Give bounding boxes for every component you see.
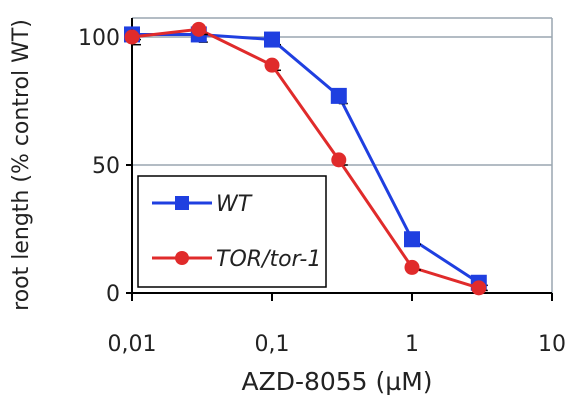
legend-tor-marker — [175, 251, 189, 265]
x-tick-label-2: 1 — [405, 332, 419, 357]
x-tick-label-0: 0,01 — [108, 332, 157, 357]
x-tick-labels: 0,01 0,1 1 10 — [108, 332, 566, 357]
series-tor-point-2 — [265, 58, 280, 73]
y-tick-labels: 0 50 100 — [78, 26, 120, 307]
y-tick-label-2: 100 — [78, 26, 120, 51]
x-tick-label-1: 0,1 — [255, 332, 290, 357]
series-tor-point-4 — [405, 260, 420, 275]
series-wt-point-3 — [331, 88, 347, 104]
x-axis-label: AZD-8055 (µM) — [241, 367, 432, 396]
series-wt-point-4 — [404, 231, 420, 247]
legend-tor-label: TOR/tor-1 — [216, 247, 321, 272]
series-wt-point-2 — [264, 32, 280, 48]
series-tor-point-5 — [471, 280, 486, 295]
y-axis-label: root length (% control WT) — [9, 19, 34, 311]
series-tor-point-0 — [125, 30, 140, 45]
legend: WT TOR/tor-1 — [138, 176, 326, 287]
y-tick-label-1: 50 — [92, 154, 120, 179]
legend-wt-marker — [175, 196, 189, 210]
x-tick-label-3: 10 — [538, 332, 566, 357]
series-tor-point-1 — [191, 22, 206, 37]
series-tor-point-3 — [331, 152, 346, 167]
y-tick-label-0: 0 — [106, 282, 120, 307]
legend-wt-label: WT — [216, 192, 253, 217]
